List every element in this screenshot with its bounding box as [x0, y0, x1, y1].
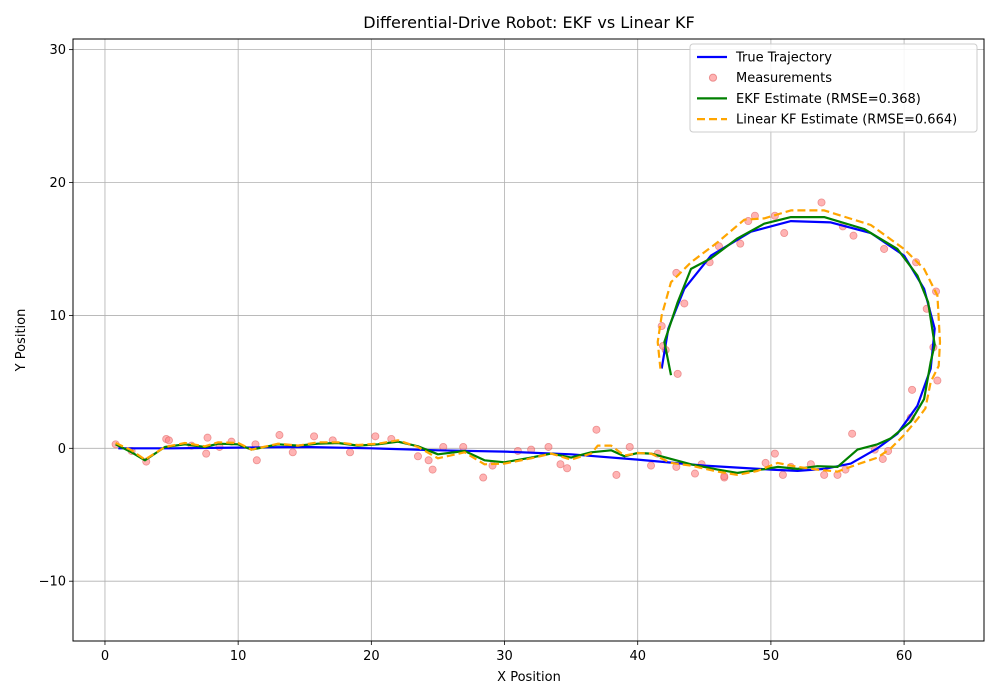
measurement-point [275, 431, 284, 440]
measurement-point [612, 470, 621, 479]
measurement-point [880, 244, 889, 253]
legend-item: EKF Estimate (RMSE=0.368) [697, 92, 921, 107]
measurement-point [849, 231, 858, 240]
measurement-point [908, 385, 917, 394]
plot-area [111, 198, 942, 482]
measurement-point [761, 458, 770, 467]
x-axis-title: X Position [497, 670, 561, 685]
x-axis: 0 10 20 30 40 50 60 [101, 641, 913, 664]
x-tick-label: 50 [763, 649, 780, 664]
measurement-point [459, 442, 468, 451]
measurement-point [288, 448, 297, 457]
measurement-point [479, 473, 488, 482]
x-tick-label: 30 [496, 649, 513, 664]
x-tick-label: 40 [629, 649, 646, 664]
measurement-point [592, 425, 601, 434]
y-tick-label: −10 [39, 575, 66, 590]
measurement-point [680, 299, 689, 308]
x-tick-label: 0 [101, 649, 109, 664]
measurement-point [933, 376, 942, 385]
measurement-point [310, 432, 319, 441]
measurement-point [424, 456, 433, 465]
legend-label: Measurements [736, 71, 832, 86]
legend-label: Linear KF Estimate (RMSE=0.664) [736, 113, 957, 128]
y-tick-label: 30 [49, 43, 66, 58]
legend-item: Measurements [708, 71, 832, 86]
measurement-point [820, 470, 829, 479]
measurement-point [690, 469, 699, 478]
measurement-point [647, 461, 656, 470]
x-tick-label: 20 [363, 649, 380, 664]
measurement-point [203, 433, 212, 442]
legend-item: Linear KF Estimate (RMSE=0.664) [697, 113, 957, 128]
series-true-trajectory [118, 220, 936, 472]
legend-label: True Trajectory [735, 51, 832, 66]
y-tick-label: 20 [49, 176, 66, 191]
measurement-point [164, 436, 173, 445]
measurement-point [625, 442, 634, 451]
x-tick-label: 60 [896, 649, 913, 664]
y-tick-label: 0 [58, 442, 66, 457]
measurement-point [346, 448, 355, 457]
y-axis-title: Y Position [14, 309, 29, 373]
y-tick-label: 10 [49, 309, 66, 324]
y-axis: −10 0 10 20 30 [39, 43, 73, 590]
measurement-point [413, 452, 422, 461]
measurement-point [848, 429, 857, 438]
legend-marker [708, 73, 718, 82]
measurement-point [428, 465, 437, 474]
plot-frame [72, 38, 985, 642]
measurement-point [371, 432, 380, 441]
x-tick-label: 10 [230, 649, 247, 664]
measurement-point [778, 470, 787, 479]
measurement-point [673, 369, 682, 378]
legend-box [689, 43, 978, 133]
measurement-point [556, 460, 565, 469]
measurement-point [817, 198, 826, 207]
chart-title: Differential-Drive Robot: EKF vs Linear … [363, 13, 695, 32]
measurement-point [544, 442, 553, 451]
legend: True Trajectory Measurements EKF Estimate … [689, 43, 978, 133]
measurement-point [780, 229, 789, 238]
legend-label: EKF Estimate (RMSE=0.368) [736, 92, 921, 107]
series-linear-kf-estimate [115, 209, 942, 476]
measurement-point [770, 449, 779, 458]
legend-item: True Trajectory [697, 51, 832, 66]
measurement-point [563, 464, 572, 473]
measurement-point [878, 454, 887, 463]
measurement-point [736, 239, 745, 248]
measurement-point [202, 449, 211, 458]
measurement-point [252, 456, 261, 465]
